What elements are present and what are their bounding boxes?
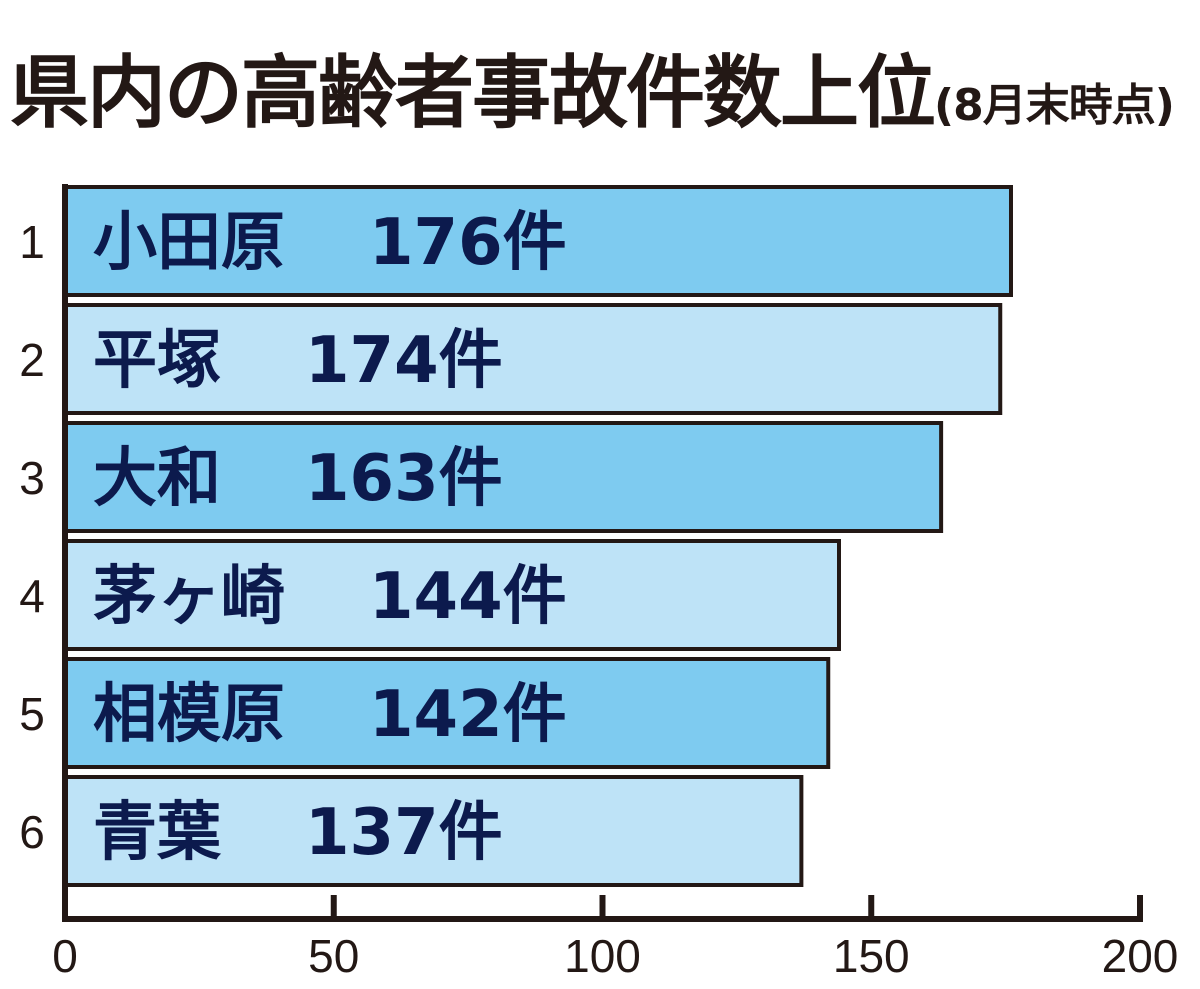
chart-title: 県内の高齢者事故件数上位(8月末時点) bbox=[10, 28, 1175, 143]
bar-value-label: 176件 bbox=[369, 206, 567, 280]
bar bbox=[63, 775, 804, 887]
bar bbox=[63, 185, 1013, 297]
bar-value-label: 163件 bbox=[305, 442, 503, 516]
rank-label: 3 bbox=[19, 452, 45, 504]
rank-label: 2 bbox=[19, 334, 45, 386]
x-tick-label: 0 bbox=[52, 930, 78, 982]
x-tick-label: 100 bbox=[564, 930, 641, 982]
bar bbox=[63, 539, 841, 651]
x-tick-label: 150 bbox=[833, 930, 910, 982]
x-tick-label: 200 bbox=[1102, 930, 1179, 982]
chart-title-main: 県内の高齢者事故件数上位 bbox=[10, 47, 936, 139]
bar-category-label: 大和 bbox=[93, 442, 221, 516]
rank-label: 5 bbox=[19, 688, 45, 740]
bar-category-label: 平塚 bbox=[93, 324, 221, 398]
bar bbox=[63, 657, 831, 769]
rank-label: 6 bbox=[19, 806, 45, 858]
bar-category-label: 茅ヶ崎 bbox=[93, 560, 285, 634]
bar-category-label: 相模原 bbox=[93, 678, 285, 752]
bar-category-label: 小田原 bbox=[93, 206, 285, 280]
bar-value-label: 144件 bbox=[369, 560, 567, 634]
bar-value-label: 137件 bbox=[305, 796, 503, 870]
x-tick-label: 50 bbox=[308, 930, 359, 982]
bar bbox=[63, 421, 944, 533]
bar-value-label: 142件 bbox=[369, 678, 567, 752]
rank-label: 1 bbox=[19, 216, 45, 268]
bar-value-label: 174件 bbox=[305, 324, 503, 398]
rank-label: 4 bbox=[19, 570, 45, 622]
chart-title-sub: (8月末時点) bbox=[934, 80, 1175, 131]
bar-category-label: 青葉 bbox=[93, 796, 222, 870]
